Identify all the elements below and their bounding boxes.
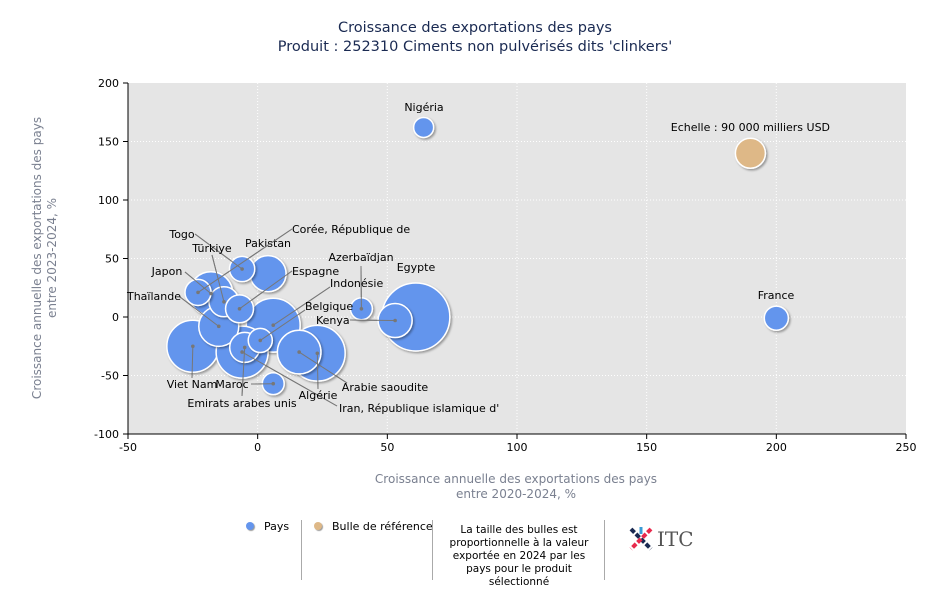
bubble-center bbox=[222, 299, 226, 304]
x-tick-label: 250 bbox=[896, 441, 917, 454]
x-tick-label: 100 bbox=[507, 441, 528, 454]
y-axis-label-2: entre 2023-2024, % bbox=[45, 198, 59, 318]
bubble-label: Belgique bbox=[305, 300, 353, 313]
bubble-label: Togo bbox=[168, 228, 195, 241]
bubble-label: Pakistan bbox=[245, 237, 291, 250]
itc-logo-icon bbox=[629, 527, 653, 551]
bubble-label: Arabie saoudite bbox=[342, 381, 429, 394]
bubble-center bbox=[240, 350, 244, 354]
bubble-center bbox=[393, 318, 397, 323]
legend-reference-label: Bulle de référence bbox=[332, 520, 433, 533]
bubble-label: Espagne bbox=[292, 265, 339, 278]
leader-line bbox=[191, 346, 194, 379]
bubble-label: Azerbaïdjan bbox=[328, 251, 393, 264]
bubble-center bbox=[191, 344, 195, 349]
y-tick-label: 150 bbox=[98, 136, 119, 149]
bubble-center bbox=[297, 350, 301, 354]
chart-subtitle: Produit : 252310 Ciments non pulvérisés … bbox=[278, 39, 672, 55]
bubble-label: Thaïlande bbox=[126, 290, 181, 303]
leader-line bbox=[179, 296, 220, 327]
bubble-label: Indonésie bbox=[330, 277, 383, 290]
note-line: exportée en 2024 par les bbox=[452, 550, 586, 562]
leader-line bbox=[259, 309, 306, 341]
y-tick-label: 0 bbox=[112, 311, 119, 324]
y-tick-label: 100 bbox=[98, 194, 119, 207]
bubble-center bbox=[315, 351, 320, 356]
leader-line bbox=[194, 233, 243, 270]
bubble-center bbox=[359, 307, 364, 311]
y-tick-label: 200 bbox=[98, 77, 119, 90]
bubble-label: Iran, République islamique d' bbox=[339, 402, 499, 415]
legend-divider bbox=[604, 520, 605, 580]
bubble bbox=[249, 254, 287, 293]
legend-country-label: Pays bbox=[264, 520, 290, 533]
bubble-label: Kenya bbox=[316, 314, 350, 327]
leader-line bbox=[272, 286, 331, 326]
bubble-center bbox=[209, 291, 213, 296]
bubble-center bbox=[237, 307, 242, 311]
bubble-label: Egypte bbox=[397, 261, 436, 274]
x-tick-label: 150 bbox=[636, 441, 657, 454]
bubble-center bbox=[271, 381, 276, 386]
bubble-center bbox=[216, 324, 221, 329]
leader-line bbox=[197, 228, 293, 293]
bubble-center bbox=[242, 345, 247, 350]
legend-note: La taille des bulles est proportionnelle… bbox=[436, 524, 602, 589]
bubble-label: Viet Nam bbox=[167, 378, 218, 391]
leader-line bbox=[184, 271, 212, 294]
x-tick-label: 50 bbox=[380, 441, 394, 454]
reference-dot-icon bbox=[314, 522, 322, 530]
x-tick-label: 200 bbox=[766, 441, 787, 454]
bubble-center bbox=[271, 323, 276, 327]
bubble-label: Nigéria bbox=[404, 101, 443, 114]
x-tick-label: 0 bbox=[254, 441, 261, 454]
legend-divider bbox=[432, 520, 433, 580]
note-line: proportionnelle à la valeur bbox=[449, 537, 589, 549]
bubble-center bbox=[258, 338, 263, 343]
leader-line bbox=[211, 254, 225, 302]
bubble-label: France bbox=[758, 289, 795, 302]
reference-bubble bbox=[734, 137, 767, 169]
x-axis-label-1: Croissance annuelle des exportations des… bbox=[375, 472, 657, 486]
legend-divider bbox=[301, 520, 302, 580]
y-tick-label: 50 bbox=[105, 253, 119, 266]
bubble bbox=[412, 116, 435, 139]
country-dot-icon bbox=[246, 522, 254, 530]
note-line: pays pour le produit sélectionné bbox=[466, 563, 572, 588]
legend-reference[interactable]: Bulle de référence bbox=[314, 520, 433, 533]
bubble bbox=[763, 305, 790, 331]
bubble-center bbox=[196, 290, 200, 295]
bubble-label: Japon bbox=[151, 265, 183, 278]
leader-line bbox=[298, 351, 348, 384]
y-tick-label: -50 bbox=[101, 370, 119, 383]
chart-title: Croissance des exportations des pays bbox=[338, 20, 612, 36]
itc-logo: ITC bbox=[628, 526, 694, 552]
y-tick-label: -100 bbox=[94, 428, 119, 441]
x-axis-label-2: entre 2020-2024, % bbox=[456, 487, 576, 501]
bubble-label: Emirats arabes unis bbox=[187, 397, 297, 410]
itc-logo-text: ITC bbox=[657, 527, 694, 551]
bubble-label: Türkiye bbox=[191, 242, 232, 255]
leader-line bbox=[241, 351, 338, 407]
leader-line bbox=[241, 347, 246, 397]
bubble-label: Corée, République de bbox=[292, 223, 410, 236]
leader-line bbox=[316, 353, 319, 390]
reference-label: Echelle : 90 000 milliers USD bbox=[671, 121, 830, 134]
bubble-label: Algérie bbox=[299, 389, 338, 402]
legend-country[interactable]: Pays bbox=[246, 520, 289, 533]
leader-line bbox=[239, 270, 293, 310]
bubble-label: Maroc bbox=[215, 378, 248, 391]
bubble-center bbox=[240, 267, 244, 271]
leader-line bbox=[349, 319, 396, 322]
y-axis-label-1: Croissance annuelle des exportations des… bbox=[30, 117, 44, 399]
x-tick-label: -50 bbox=[119, 441, 137, 454]
note-line: La taille des bulles est bbox=[460, 524, 578, 536]
